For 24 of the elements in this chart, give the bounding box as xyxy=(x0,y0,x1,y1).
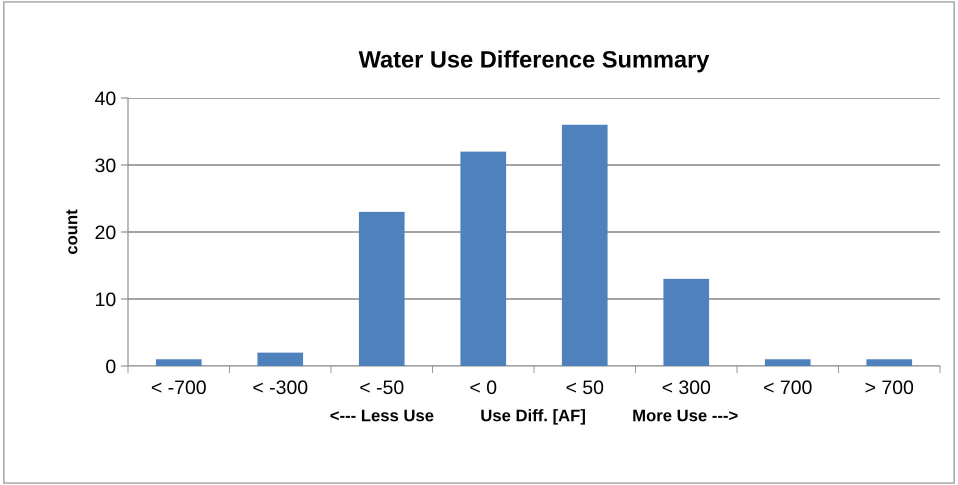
x-tick-label: < 300 xyxy=(662,380,710,394)
y-tick-label: 30 xyxy=(95,158,116,172)
bar xyxy=(460,152,506,366)
bar xyxy=(156,359,202,366)
x-axis-title: <--- Less Use Use Diff. [AF] More Use ---> xyxy=(330,409,738,425)
x-tick-label: < -50 xyxy=(360,380,404,394)
y-tick-label: 20 xyxy=(96,225,116,240)
x-tick-label: < 700 xyxy=(764,380,812,394)
bar xyxy=(866,359,912,366)
x-tick-label: < 50 xyxy=(566,380,604,394)
x-tick-label: < -300 xyxy=(253,380,308,394)
bar xyxy=(257,352,304,366)
bar xyxy=(764,359,811,366)
x-tick-label: > 700 xyxy=(866,380,914,394)
y-tick-label: 10 xyxy=(96,292,116,306)
x-tick-label: < 0 xyxy=(470,380,496,394)
chart-title: Water Use Difference Summary xyxy=(358,50,710,72)
y-tick-label: 0 xyxy=(106,359,116,374)
x-tick-label: < -700 xyxy=(152,380,206,394)
bar xyxy=(358,212,405,366)
y-axis-title: count xyxy=(66,210,78,254)
bar xyxy=(663,278,710,366)
y-tick-label: 40 xyxy=(95,91,116,106)
bar xyxy=(562,124,608,366)
